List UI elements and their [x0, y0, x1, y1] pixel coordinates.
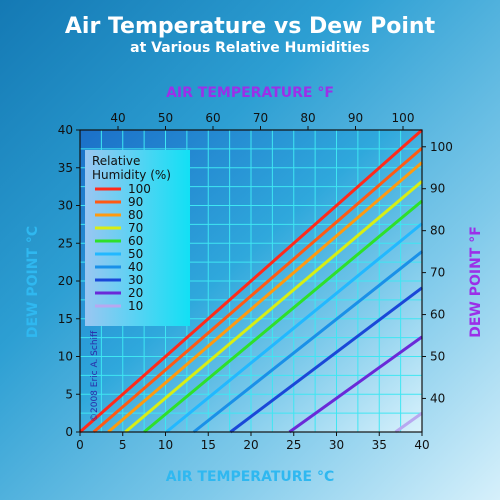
y2-tick-label: 60	[430, 308, 445, 322]
legend-label-rh-50: 50	[128, 247, 143, 261]
x-tick-label: 10	[158, 438, 173, 452]
y2-tick-label: 70	[430, 266, 445, 280]
y2-tick-label: 100	[430, 140, 453, 154]
series-line-rh-30	[229, 286, 423, 434]
y-tick-label: 30	[58, 199, 73, 213]
x-tick-label: 35	[372, 438, 387, 452]
copyright-text: ©2008 Eric A. Schiff	[90, 330, 100, 422]
y2-tick-label: 40	[430, 391, 445, 405]
legend-title-line1: Relative	[92, 154, 140, 168]
y-tick-label: 15	[58, 312, 73, 326]
legend-label-rh-70: 70	[128, 221, 143, 235]
x2-tick-label: 70	[253, 111, 268, 125]
legend-label-rh-40: 40	[128, 260, 143, 274]
legend-label-rh-100: 100	[128, 182, 151, 196]
legend: Relative Humidity (%) 100908070605040302…	[85, 150, 190, 326]
y2-tick-label: 50	[430, 350, 445, 364]
x-axis-label: AIR TEMPERATURE °C	[166, 469, 335, 485]
x2-tick-label: 60	[205, 111, 220, 125]
legend-label-rh-60: 60	[128, 234, 143, 248]
x-tick-label: 15	[201, 438, 216, 452]
x-tick-label: 5	[119, 438, 127, 452]
y-tick-label: 35	[58, 161, 73, 175]
x2-tick-label: 90	[348, 111, 363, 125]
y2-axis-label: DEW POINT °F	[468, 226, 484, 338]
legend-box	[85, 150, 190, 326]
legend-label-rh-30: 30	[128, 273, 143, 287]
series-line-rh-20	[288, 335, 423, 434]
series-line-rh-40	[192, 250, 423, 434]
series-line-rh-80	[107, 161, 423, 434]
y-tick-label: 5	[65, 387, 73, 401]
legend-label-rh-80: 80	[128, 208, 143, 222]
y2-tick-label: 90	[430, 182, 445, 196]
legend-title-line2: Humidity (%)	[92, 168, 171, 182]
y-tick-label: 0	[65, 425, 73, 439]
y-tick-label: 40	[58, 123, 73, 137]
y-tick-label: 20	[58, 274, 73, 288]
x-tick-label: 20	[243, 438, 258, 452]
x2-tick-label: 100	[392, 111, 415, 125]
x-tick-label: 40	[414, 438, 429, 452]
y-axis-label: DEW POINT °C	[25, 226, 41, 338]
y2-tick-label: 80	[430, 224, 445, 238]
x2-tick-label: 50	[158, 111, 173, 125]
x2-tick-label: 80	[300, 111, 315, 125]
series-line-rh-100	[79, 128, 423, 434]
legend-label-rh-90: 90	[128, 195, 143, 209]
y-tick-label: 25	[58, 236, 73, 250]
x-tick-label: 25	[286, 438, 301, 452]
y-tick-label: 10	[58, 350, 73, 364]
series-line-rh-50	[165, 222, 423, 434]
x2-axis-label: AIR TEMPERATURE °F	[166, 85, 334, 101]
x-tick-label: 0	[76, 438, 84, 452]
x2-tick-label: 40	[110, 111, 125, 125]
series-line-rh-70	[124, 180, 423, 434]
series-lines	[79, 128, 423, 434]
chart-subtitle: at Various Relative Humidities	[130, 40, 370, 56]
series-line-rh-90	[92, 146, 423, 434]
legend-label-rh-10: 10	[128, 299, 143, 313]
series-line-rh-10	[394, 411, 423, 434]
series-line-rh-60	[143, 199, 423, 434]
legend-label-rh-20: 20	[128, 286, 143, 300]
chart-title: Air Temperature vs Dew Point	[65, 14, 436, 39]
x-tick-label: 30	[329, 438, 344, 452]
